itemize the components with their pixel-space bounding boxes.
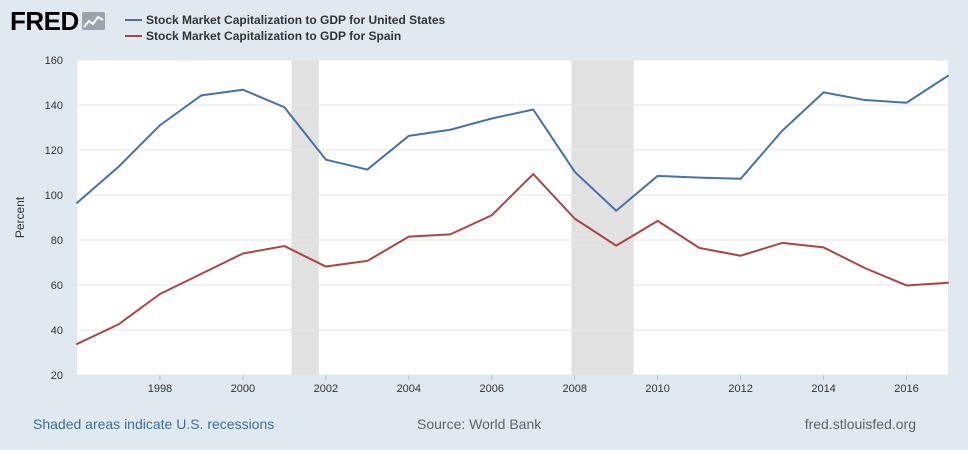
plot-area [77, 60, 948, 375]
recession-note: Shaded areas indicate U.S. recessions [33, 416, 275, 432]
x-tick-label: 2012 [728, 383, 752, 395]
y-tick-label: 160 [45, 55, 63, 67]
y-axis-label: Percent [13, 196, 27, 238]
x-tick-label: 2016 [894, 383, 918, 395]
y-tick-label: 60 [51, 280, 63, 292]
x-tick-label: 2008 [562, 383, 586, 395]
y-tick-label: 80 [51, 235, 63, 247]
recession-shade-1 [571, 60, 634, 375]
x-tick-label: 1998 [148, 383, 172, 395]
x-tick-label: 2002 [314, 383, 338, 395]
recession-shade-0 [291, 60, 319, 375]
x-tick-label: 2004 [397, 383, 421, 395]
y-tick-label: 140 [45, 100, 63, 112]
fred-logo-text: FRED [10, 6, 79, 36]
x-tick-label: 2006 [480, 383, 504, 395]
series-spain-line [76, 173, 949, 345]
source-note: Source: World Bank [417, 416, 542, 432]
fred-logo[interactable]: FRED [10, 8, 105, 34]
legend-swatch-us [125, 19, 142, 21]
chart-legend: Stock Market Capitalization to GDP for U… [125, 12, 445, 44]
legend-swatch-spain [125, 35, 142, 37]
y-tick-label: 100 [45, 190, 63, 202]
x-tick-label: 2010 [645, 383, 669, 395]
series-us-line [76, 74, 949, 212]
x-tick-label: 2000 [231, 383, 255, 395]
y-tick-label: 120 [45, 145, 63, 157]
legend-label-us: Stock Market Capitalization to GDP for U… [146, 13, 446, 27]
y-tick-label: 20 [51, 370, 63, 382]
legend-item-us[interactable]: Stock Market Capitalization to GDP for U… [125, 12, 445, 28]
y-tick-label: 40 [51, 325, 63, 337]
line-chart: 20 40 60 80 100 120 140 160 1998 2000 2002 2004 2006… [13, 55, 949, 395]
line-graph-icon [81, 12, 105, 30]
fred-url[interactable]: fred.stlouisfed.org [804, 416, 916, 432]
legend-label-spain: Stock Market Capitalization to GDP for S… [146, 29, 402, 43]
x-tick-label: 2014 [811, 383, 835, 395]
legend-item-spain[interactable]: Stock Market Capitalization to GDP for S… [125, 28, 445, 44]
